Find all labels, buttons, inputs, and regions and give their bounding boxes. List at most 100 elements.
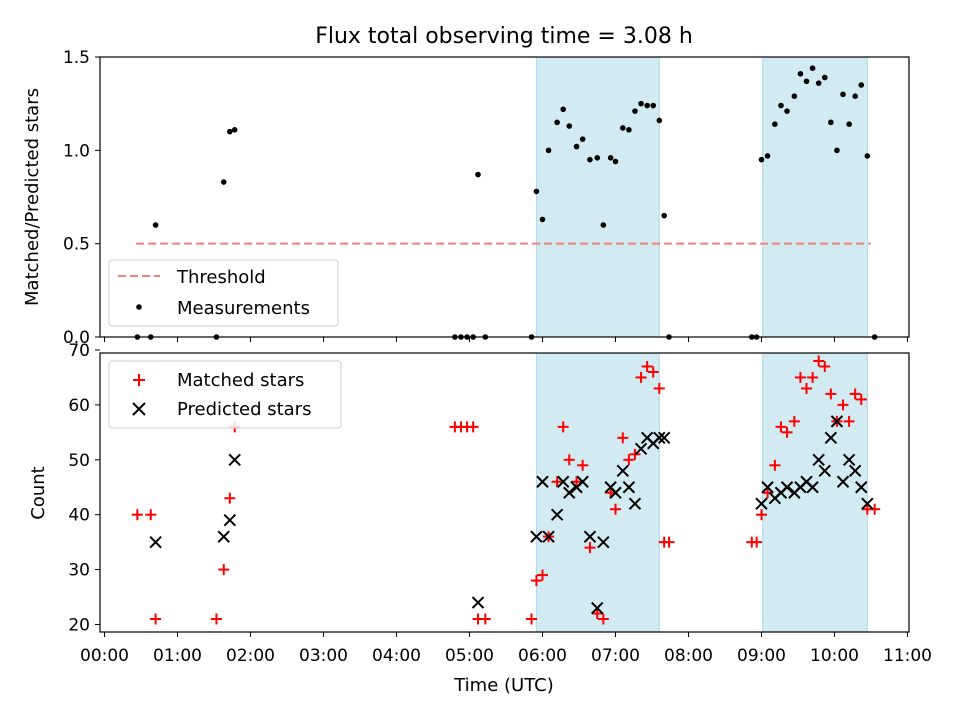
- measurement-point-54: [858, 82, 865, 88]
- predicted-point-19-b: [622, 481, 636, 494]
- matched-point-45: [801, 382, 813, 394]
- predicted-point-25-b: [657, 431, 671, 445]
- predicted-point-37-b: [824, 431, 838, 445]
- measurement-point-23: [594, 155, 601, 161]
- matched-point-39: [762, 487, 774, 499]
- measurements-legend-label: Measurements: [177, 298, 310, 319]
- predicted-point-27: [761, 481, 774, 494]
- predicted-point-40: [842, 453, 856, 467]
- bottom-y-tick-label-2: 40: [68, 506, 90, 526]
- measurement-point-17: [554, 119, 560, 126]
- predicted-point-18: [616, 464, 630, 477]
- matched-point-31: [641, 360, 653, 372]
- matched-point-48: [819, 360, 831, 372]
- measurement-point-43: [791, 93, 798, 99]
- predicted-point-41: [848, 464, 862, 477]
- predicted-point-6-b: [536, 475, 549, 488]
- measurement-point-51: [840, 91, 846, 98]
- predicted-point-41-b: [848, 464, 862, 477]
- x-tick-label-7: 07:00: [591, 646, 640, 666]
- matched-point-44: [794, 371, 806, 383]
- predicted-point-12: [576, 475, 589, 488]
- predicted-point-36: [818, 464, 831, 477]
- x-tick-label-0: 00:00: [80, 646, 129, 666]
- predicted-point-8-b: [550, 508, 564, 521]
- threshold-legend-label: Threshold: [176, 267, 266, 288]
- matched-point-1: [145, 509, 157, 521]
- matched-point-15: [537, 569, 548, 581]
- matched-point-49: [825, 388, 837, 400]
- matched-point-19: [563, 454, 575, 466]
- measurement-point-49: [828, 119, 834, 126]
- x-axis-label: Time (UTC): [453, 675, 554, 696]
- predicted-legend-label: Predicted stars: [177, 399, 311, 420]
- top-panel: 0.0 0.5 1.0 1.5 Matched/Predicted stars Thr…: [22, 48, 910, 348]
- predicted-point-20: [628, 497, 642, 510]
- matched-point-28: [623, 454, 635, 466]
- top-y-tick-label-2: 1.0: [63, 141, 90, 161]
- matched-point-2: [150, 613, 162, 625]
- predicted-point-7-b: [542, 530, 555, 543]
- predicted-point-4-b: [471, 596, 485, 609]
- matched-point-3: [210, 613, 222, 625]
- predicted-point-39-b: [836, 475, 850, 488]
- top-legend-box: [108, 259, 339, 327]
- predicted-legend-swatch-b: [132, 402, 146, 416]
- predicted-point-42-b: [855, 481, 868, 494]
- predicted-point-3-b: [228, 453, 241, 467]
- x-tick-label-1: 01:00: [153, 646, 202, 666]
- matched-point-26: [610, 503, 621, 515]
- bottom-legend: Matched stars Predicted stars: [108, 360, 342, 429]
- measurement-point-5: [227, 128, 233, 135]
- matched-point-5: [224, 492, 236, 504]
- matched-legend-label: Matched stars: [177, 370, 304, 391]
- top-observing-band-0: [535, 56, 660, 338]
- measurement-point-29: [632, 108, 638, 114]
- top-y-tick-label-3: 1.5: [63, 48, 90, 68]
- predicted-point-0-b: [149, 535, 162, 549]
- matched-point-37: [751, 536, 763, 548]
- measurement-point-44: [797, 71, 804, 77]
- measurement-point-53: [852, 93, 858, 99]
- measurement-point-4: [220, 179, 227, 185]
- measurement-point-15: [539, 216, 546, 223]
- x-tick-label-4: 04:00: [372, 646, 421, 666]
- measurement-point-42: [784, 108, 790, 114]
- bottom-y-tick-label-1: 30: [68, 561, 90, 581]
- predicted-point-9: [556, 475, 570, 488]
- matched-point-33: [653, 382, 665, 394]
- predicted-point-10-b: [563, 486, 576, 499]
- measurement-point-33: [656, 117, 663, 124]
- predicted-point-12-b: [576, 475, 589, 488]
- measurement-point-30: [638, 100, 644, 107]
- measurement-point-20: [573, 143, 580, 150]
- predicted-point-17: [609, 486, 622, 499]
- predicted-point-42: [855, 481, 868, 494]
- top-observing-band-1: [762, 56, 868, 338]
- predicted-point-5: [530, 530, 543, 543]
- measurement-point-47: [815, 80, 822, 86]
- predicted-point-13: [583, 530, 597, 543]
- measurement-point-48: [821, 74, 828, 81]
- predicted-point-6: [536, 475, 549, 488]
- predicted-point-24: [653, 431, 666, 445]
- matched-point-30: [635, 371, 647, 383]
- matched-point-43: [788, 415, 800, 427]
- top-y-axis-label: Matched/Predicted stars: [22, 88, 43, 306]
- measurement-point-39: [764, 153, 771, 159]
- x-tick-label-9: 09:00: [737, 646, 786, 666]
- predicted-point-34-b: [806, 481, 819, 494]
- predicted-point-7: [542, 530, 555, 543]
- x-tick-label-11: 11:00: [883, 646, 932, 666]
- predicted-point-5-b: [530, 530, 543, 543]
- measurement-point-16: [545, 147, 552, 154]
- matched-point-29: [629, 448, 641, 460]
- measurement-point-46: [809, 65, 816, 71]
- predicted-point-0: [149, 535, 162, 549]
- bottom-axes-frame: [99, 352, 910, 633]
- measurement-point-50: [834, 147, 840, 154]
- measurement-point-14: [533, 188, 540, 195]
- predicted-point-26-b: [755, 497, 768, 510]
- x-tick-label-3: 03:00: [299, 646, 348, 666]
